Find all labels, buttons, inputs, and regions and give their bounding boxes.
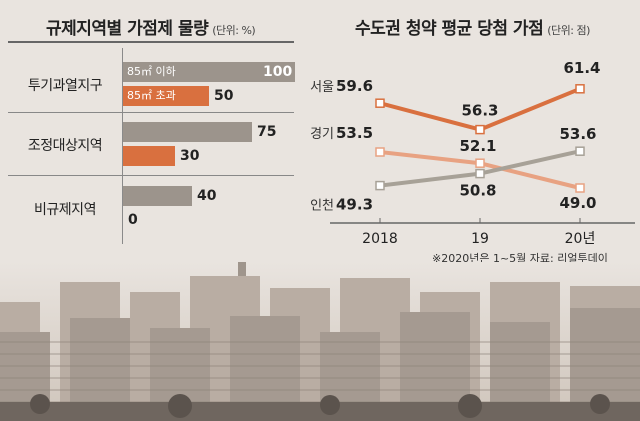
data-value-label: 59.6 (336, 77, 373, 95)
bar (123, 186, 192, 206)
bar: 85㎡ 이하 (123, 62, 295, 82)
title-rule (8, 41, 294, 43)
category-label: 비규제지역 (34, 202, 96, 218)
data-value-label: 50.8 (459, 182, 496, 200)
data-point (375, 98, 385, 108)
bar-chart-unit: (단위: %) (212, 24, 256, 37)
bar-value-label: 75 (257, 124, 277, 140)
line-chart-unit: (단위: 점) (547, 24, 590, 37)
data-value-label: 52.1 (459, 137, 496, 155)
bar-value-label: 0 (128, 212, 138, 228)
bar-value-label: 40 (197, 188, 217, 204)
series-name-label: 서울 (310, 80, 334, 95)
source-footnote: ※2020년은 1~5월 자료: 리얼투데이 (432, 252, 608, 265)
data-point (475, 158, 485, 168)
bar-value-label: 50 (214, 88, 234, 104)
x-tick-label: 2018 (362, 231, 398, 247)
data-value-label: 53.6 (559, 125, 596, 143)
line-chart-svg: 2018 19 20년 59.6 56.3 61.4 서울 53.5 52.1 49.0 경기 49.… (310, 59, 635, 247)
x-tick-label: 20년 (565, 231, 596, 247)
data-value-label: 61.4 (563, 59, 600, 77)
x-tick-label: 19 (471, 231, 489, 247)
bar-axis-line (122, 48, 123, 244)
data-value-label: 49.3 (336, 196, 373, 214)
bar (123, 146, 175, 166)
data-point (375, 180, 385, 191)
series-label: 85㎡ 초과 (127, 89, 176, 102)
data-point (575, 146, 585, 156)
category-separator (8, 175, 294, 176)
data-point (475, 124, 485, 135)
series-name-label: 인천 (310, 199, 334, 214)
bar-value-label: 100 (263, 64, 293, 80)
bar (123, 122, 252, 142)
data-point (375, 147, 385, 157)
apartment-buildings-image (0, 262, 640, 421)
data-value-label: 56.3 (461, 102, 498, 120)
bar: 85㎡ 초과 (123, 86, 209, 106)
bar-value-label: 30 (180, 148, 200, 164)
category-label: 투기과열지구 (27, 78, 103, 94)
data-point (575, 84, 585, 94)
category-label: 조정대상지역 (27, 138, 103, 154)
series-name-label: 경기 (310, 127, 334, 142)
bar-chart-title: 규제지역별 가점제 물량 (단위: %) (46, 19, 256, 39)
data-value-label: 53.5 (336, 124, 373, 142)
line-chart-title: 수도권 청약 평균 당첨 가점 (단위: 점) (355, 19, 590, 39)
data-point (475, 168, 485, 179)
data-value-label: 49.0 (559, 194, 596, 212)
series-label: 85㎡ 이하 (127, 65, 176, 78)
category-separator (8, 112, 294, 113)
data-point (575, 183, 585, 193)
